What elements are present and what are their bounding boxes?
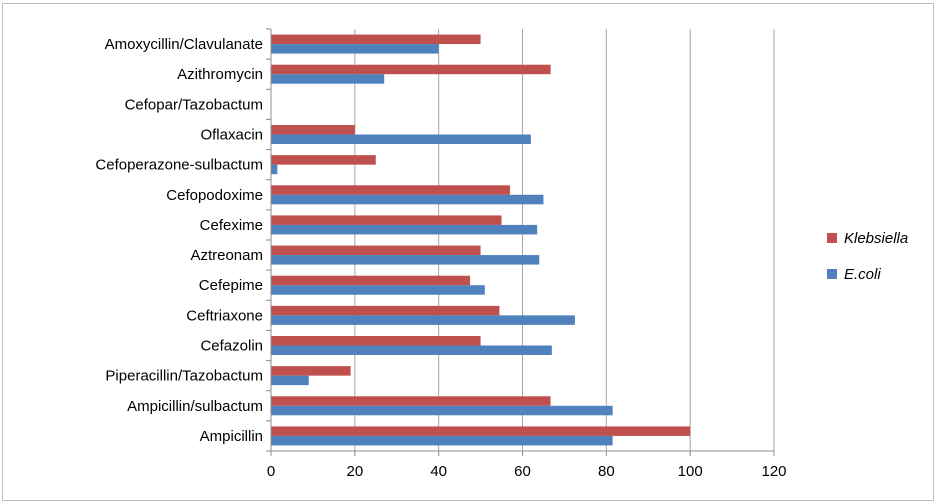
axes: [266, 28, 775, 456]
legend-label: E.coli: [844, 266, 881, 283]
category-label: Cefopar/Tazobactum: [125, 96, 263, 113]
bar-klebsiella: [271, 336, 481, 346]
x-tick-label-20: 20: [346, 463, 363, 480]
x-tick-label-0: 0: [267, 463, 275, 480]
category-label: Ampicillin/sulbactum: [127, 398, 263, 415]
chart-frame: Amoxycillin/Clavulanate Azithromycin Cefop…: [2, 3, 934, 501]
bar-e-coli: [271, 255, 540, 265]
bar-e-coli: [271, 164, 278, 175]
category-label: Oflaxacin: [200, 127, 263, 144]
category-label: Ampicillin: [200, 428, 263, 445]
category-label: Amoxycillin/Clavulanate: [105, 36, 263, 53]
bar-klebsiella: [271, 155, 376, 165]
category-label: Cefexime: [200, 217, 263, 234]
category-label: Cefopodoxime: [166, 187, 263, 204]
antibiotic-resistance-bar-chart: Amoxycillin/Clavulanate Azithromycin Cefop…: [95, 28, 908, 480]
category-label: Aztreonam: [190, 247, 263, 264]
bar-e-coli: [271, 44, 439, 54]
bar-e-coli: [271, 405, 613, 416]
x-tick-label-80: 80: [598, 463, 615, 480]
bar-klebsiella: [271, 396, 551, 406]
bar-klebsiella: [271, 185, 510, 195]
category-labels: Amoxycillin/Clavulanate Azithromycin Cefop…: [95, 36, 263, 445]
bar-klebsiella: [271, 305, 500, 316]
category-label: Cefepime: [199, 277, 263, 294]
bar-e-coli: [271, 315, 575, 325]
category-label: Azithromycin: [177, 66, 263, 83]
x-tick-labels: 0 20 40 60 80 100 120: [267, 463, 787, 480]
bar-klebsiella: [271, 215, 502, 225]
bar-klebsiella: [271, 245, 481, 256]
legend-label: Klebsiella: [844, 230, 908, 247]
x-tick-label-100: 100: [678, 463, 703, 480]
bar-klebsiella: [271, 34, 481, 45]
category-label: Cefazolin: [200, 338, 263, 355]
legend: Klebsiella E.coli: [827, 230, 908, 283]
bar-klebsiella: [271, 125, 355, 135]
bar-e-coli: [271, 375, 309, 386]
bar-e-coli: [271, 285, 485, 295]
gridlines: [354, 29, 775, 451]
bar-e-coli: [271, 74, 385, 84]
x-tick-label-40: 40: [430, 463, 447, 480]
legend-swatch: [827, 233, 837, 243]
bars: [271, 34, 691, 446]
x-tick-label-120: 120: [761, 463, 786, 480]
bar-klebsiella: [271, 366, 351, 376]
bar-e-coli: [271, 134, 531, 144]
x-tick-label-60: 60: [514, 463, 531, 480]
bar-klebsiella: [271, 275, 471, 286]
bar-e-coli: [271, 345, 552, 355]
category-label: Ceftriaxone: [186, 307, 263, 324]
bar-e-coli: [271, 224, 538, 235]
bar-e-coli: [271, 194, 544, 205]
bar-klebsiella: [271, 426, 691, 436]
category-label: Cefoperazone-sulbactum: [95, 157, 263, 174]
legend-swatch: [827, 269, 837, 279]
category-label: Piperacillin/Tazobactum: [105, 368, 263, 385]
bar-klebsiella: [271, 64, 551, 75]
bar-e-coli: [271, 435, 613, 446]
